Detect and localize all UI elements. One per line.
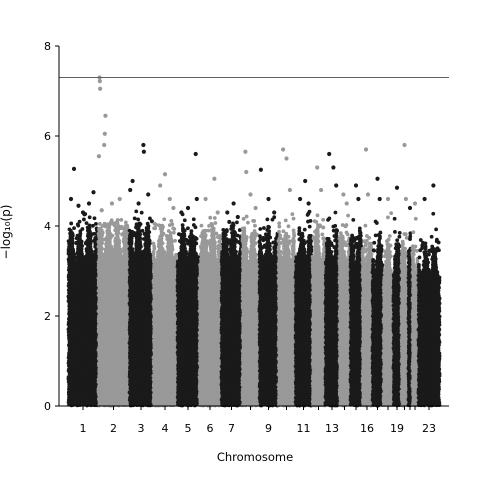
snp-point <box>75 222 80 227</box>
snp-point <box>109 244 114 249</box>
chromosome-3-points <box>127 142 155 408</box>
snp-peak-point <box>86 201 92 206</box>
snp-point <box>148 216 152 221</box>
snp-point <box>115 228 120 233</box>
snp-peak-point <box>99 208 104 213</box>
snp-point <box>67 227 72 232</box>
snp-peak-point <box>128 187 133 193</box>
snp-point <box>119 218 124 222</box>
snp-point <box>109 234 113 239</box>
snp-point <box>70 232 75 236</box>
snp-point <box>80 227 85 231</box>
chromosome-1-points <box>66 166 100 408</box>
snp-point <box>79 239 84 244</box>
snp-point <box>79 247 84 251</box>
snp-point <box>140 228 145 233</box>
snp-point <box>112 221 117 226</box>
snp-peak-point <box>71 166 77 171</box>
snp-point <box>74 236 79 241</box>
snp-point <box>134 225 138 230</box>
snp-point <box>132 216 137 221</box>
snp-point <box>97 221 102 226</box>
snp-point <box>134 209 139 214</box>
snp-point <box>89 249 94 254</box>
snp-peak-point <box>96 154 102 159</box>
snp-point <box>70 244 75 249</box>
snp-peak-point <box>76 203 81 208</box>
snp-point <box>70 236 75 241</box>
snp-point <box>84 221 89 225</box>
snp-point <box>142 232 147 236</box>
snp-point <box>71 247 75 252</box>
snp-point <box>107 222 112 227</box>
snp-point <box>82 217 86 222</box>
snp-point <box>93 236 98 240</box>
snp-point <box>151 241 156 246</box>
snp-point <box>91 223 95 228</box>
snp-point <box>130 247 135 251</box>
snp-point <box>85 239 90 243</box>
snp-point <box>136 217 141 222</box>
chromosome-2-points <box>96 75 131 408</box>
points-layer <box>66 75 442 408</box>
snp-point <box>151 249 156 254</box>
snp-point <box>115 234 120 239</box>
snp-point <box>92 216 97 221</box>
snp-point <box>85 225 90 230</box>
snp-point <box>68 241 73 246</box>
chromosome-4-points <box>151 172 179 408</box>
snp-point <box>118 247 123 252</box>
snp-peak-point <box>102 142 107 148</box>
snp-peak-point <box>80 210 86 215</box>
snp-point <box>103 224 108 229</box>
snp-point <box>128 232 133 237</box>
snp-point <box>139 210 144 215</box>
snp-peak-point <box>130 178 135 184</box>
snp-point <box>99 244 104 249</box>
snp-point <box>122 233 127 238</box>
snp-point <box>72 226 76 231</box>
snp-point <box>141 237 146 241</box>
snp-point <box>74 240 79 245</box>
snp-point <box>145 221 150 226</box>
snp-peak-point <box>97 79 102 84</box>
snp-peak-point <box>117 196 122 202</box>
snp-point <box>87 215 92 220</box>
snp-point <box>89 232 94 237</box>
snp-peak-point <box>103 113 108 118</box>
snp-point <box>162 250 167 254</box>
snp-point <box>123 220 128 225</box>
snp-peak-point <box>141 142 146 148</box>
snp-point <box>146 236 151 241</box>
snp-peak-point <box>91 190 96 195</box>
snp-point <box>137 236 142 240</box>
snp-peak-point <box>109 201 115 206</box>
snp-peak-point <box>98 86 103 91</box>
snp-point <box>72 252 77 256</box>
snp-point <box>137 229 141 234</box>
snp-peak-point <box>68 196 74 202</box>
snp-point <box>72 255 77 260</box>
snp-point <box>119 224 124 229</box>
snp-point <box>117 238 122 243</box>
snp-peak-point <box>141 149 146 154</box>
snp-peak-point <box>146 192 151 197</box>
snp-point <box>69 221 74 226</box>
snp-point <box>98 228 102 233</box>
snp-point <box>77 233 82 238</box>
snp-peak-point <box>136 201 141 206</box>
snp-point <box>138 222 143 227</box>
snp-point <box>147 230 152 235</box>
snp-peak-point <box>102 131 107 136</box>
snp-point <box>105 235 110 240</box>
